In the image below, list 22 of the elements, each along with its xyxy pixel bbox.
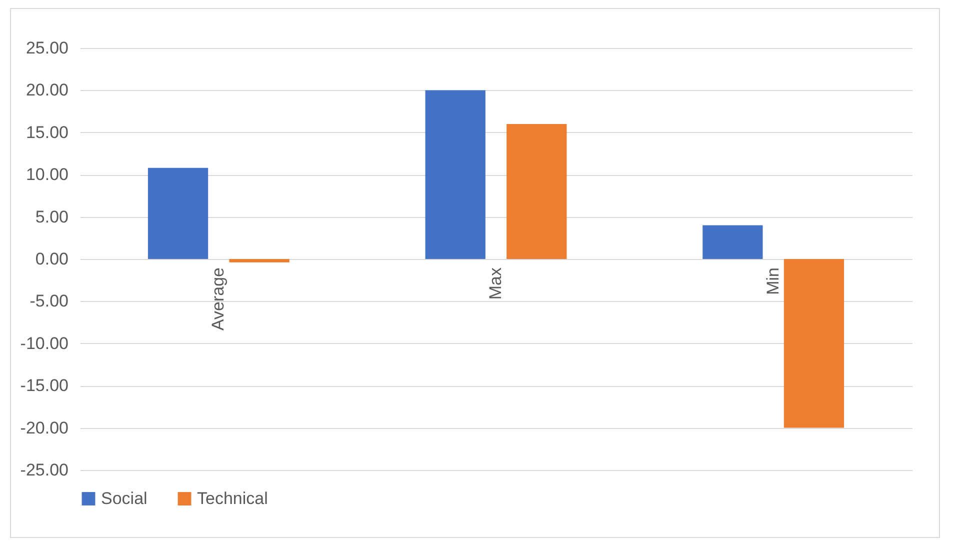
x-tick-label: Average	[208, 268, 228, 331]
bar	[425, 90, 486, 259]
y-tick-label: 10.00	[26, 165, 68, 184]
bar	[229, 259, 290, 262]
y-tick-label: 25.00	[26, 38, 68, 58]
x-tick-label: Max	[486, 267, 505, 300]
y-tick-label: 0.00	[35, 250, 68, 268]
y-tick-label: 5.00	[35, 207, 68, 226]
bar	[148, 168, 208, 259]
legend-label: Social	[101, 488, 148, 508]
y-tick-label: -25.00	[20, 460, 68, 480]
bar	[702, 225, 763, 259]
y-tick-label: 15.00	[26, 122, 68, 142]
legend-label: Technical	[197, 488, 268, 508]
y-tick-label: -15.00	[20, 376, 68, 396]
x-tick-label: Min	[763, 268, 782, 295]
y-tick-label: -10.00	[20, 334, 68, 353]
y-tick-label: -20.00	[20, 418, 68, 438]
bar	[506, 124, 567, 259]
bar	[784, 259, 844, 428]
y-tick-label: -5.00	[30, 292, 68, 311]
y-tick-label: 20.00	[26, 80, 68, 100]
